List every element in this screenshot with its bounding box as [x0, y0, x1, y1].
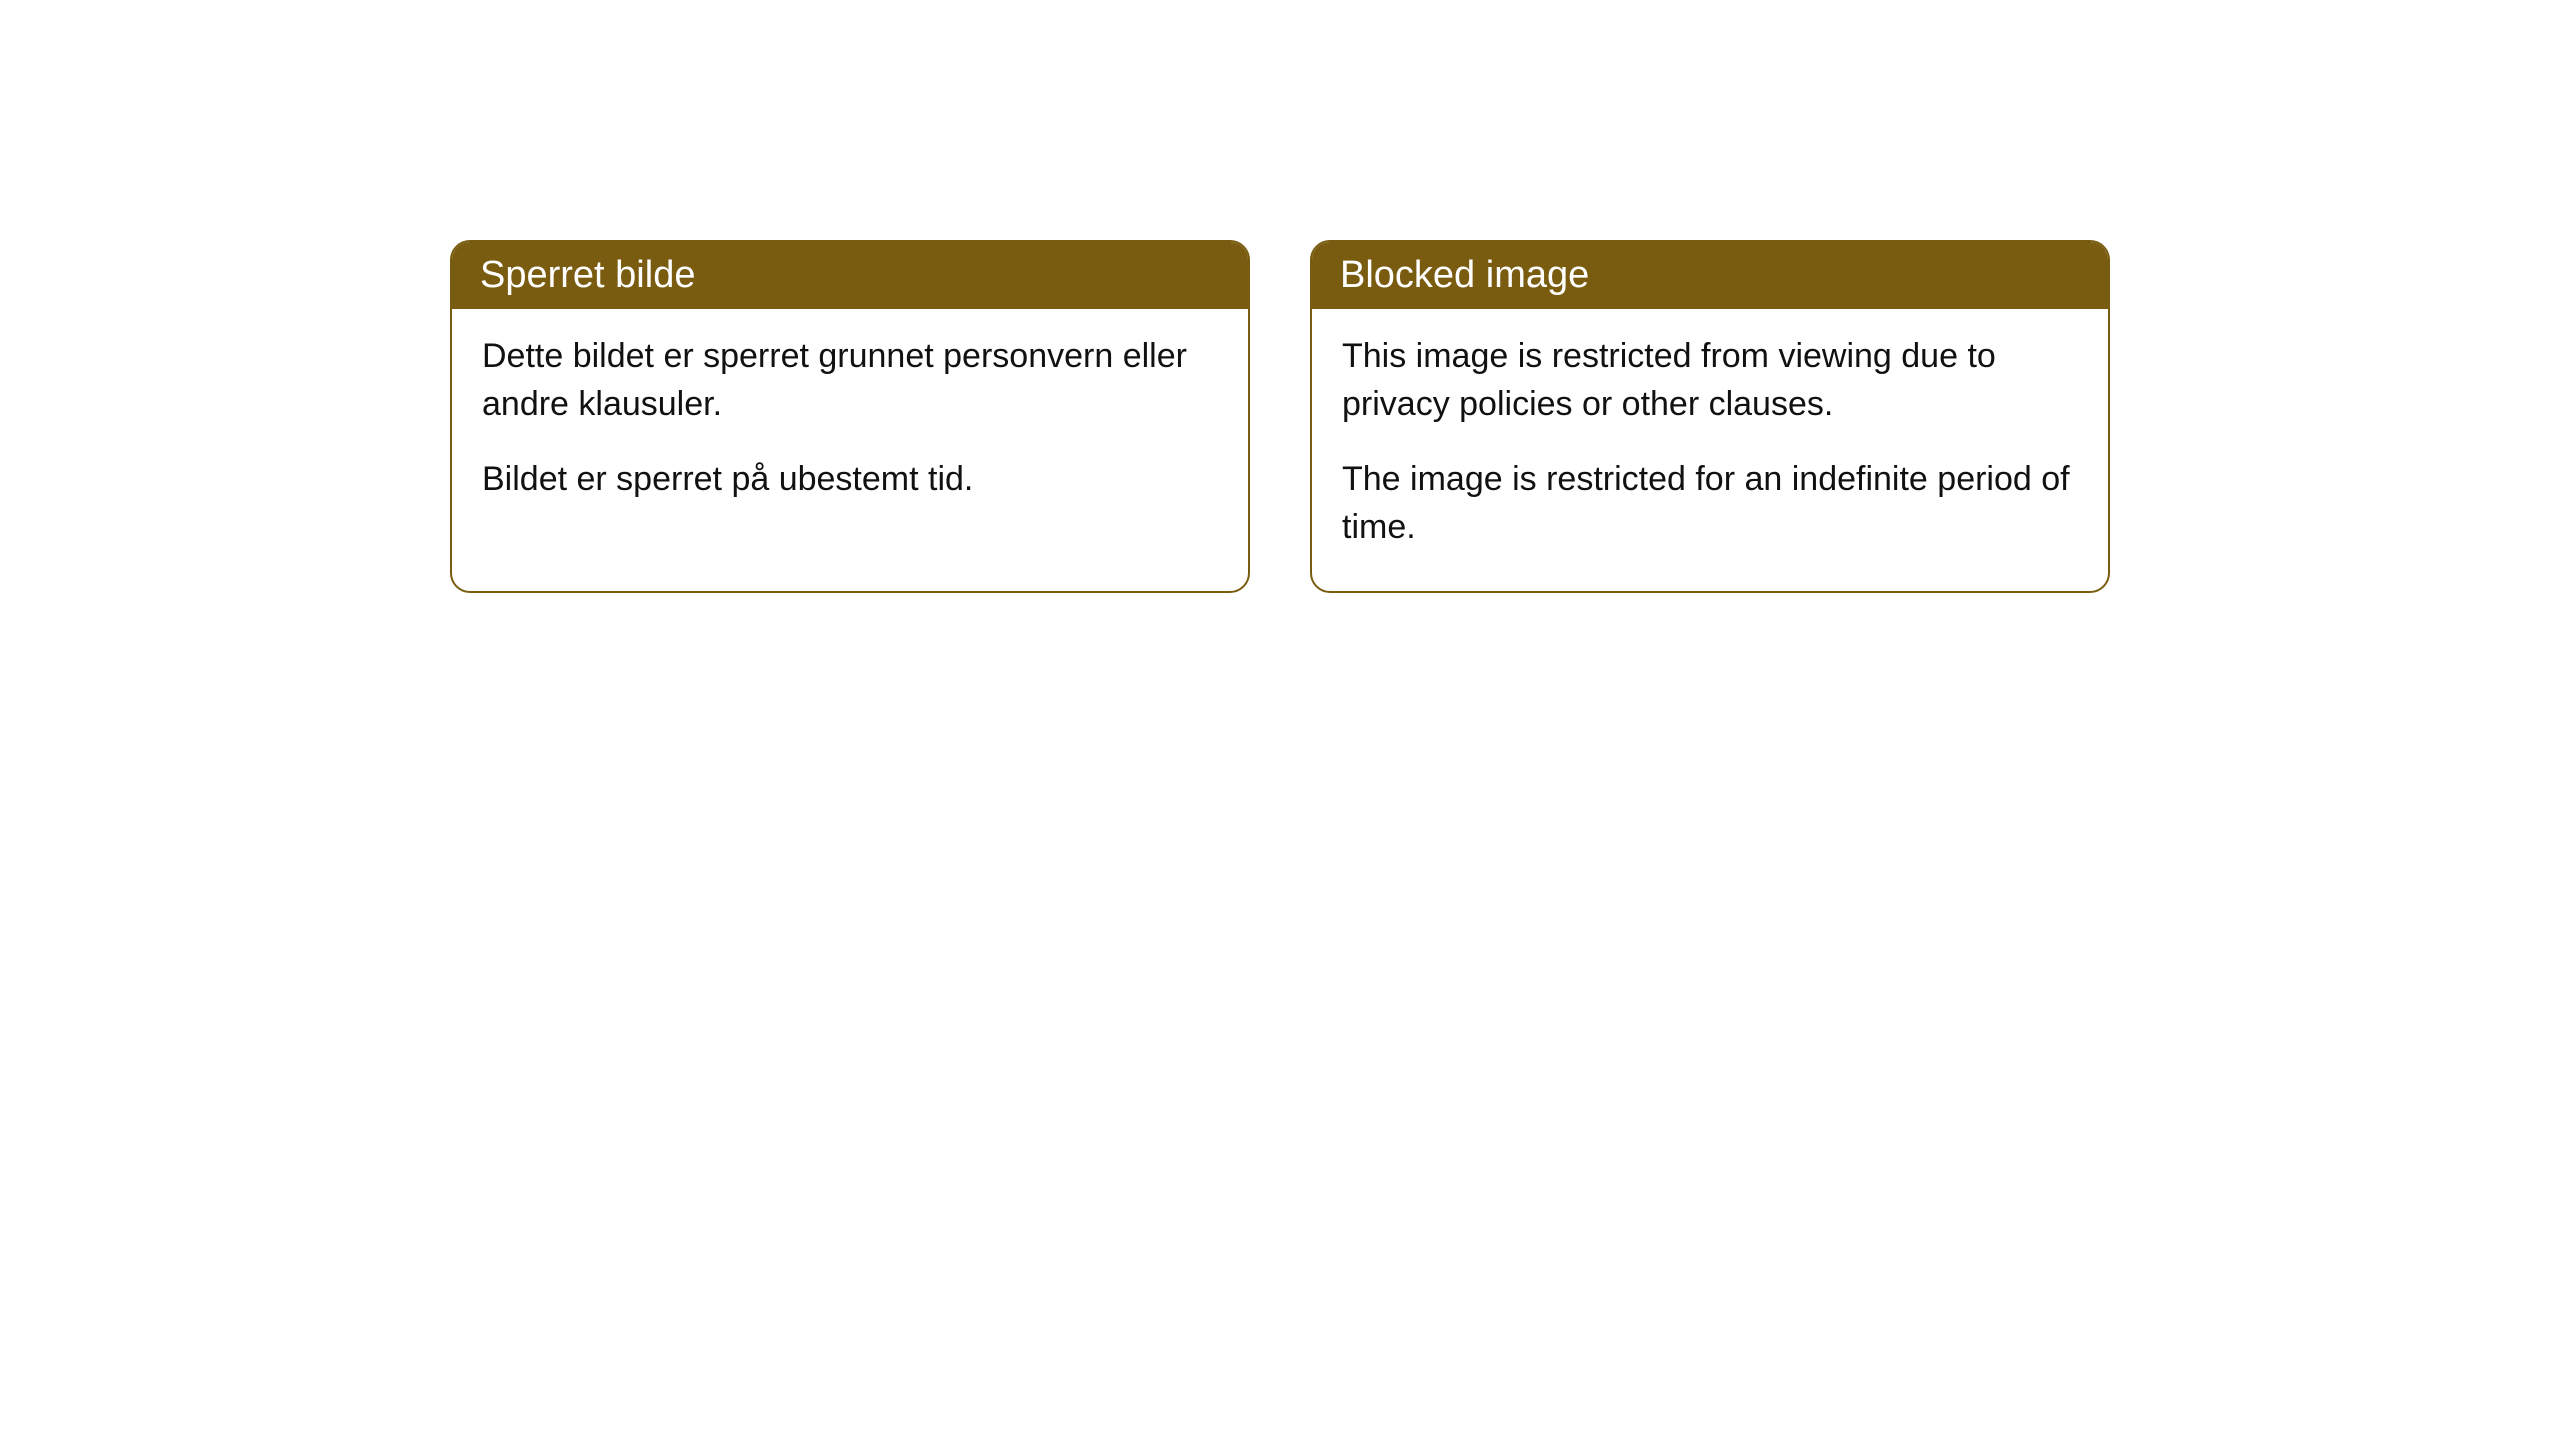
cards-container: Sperret bilde Dette bildet er sperret gr…: [450, 240, 2110, 593]
card-header: Sperret bilde: [452, 242, 1248, 309]
notice-card-norwegian: Sperret bilde Dette bildet er sperret gr…: [450, 240, 1250, 593]
notice-paragraph: The image is restricted for an indefinit…: [1342, 456, 2078, 551]
notice-paragraph: Dette bildet er sperret grunnet personve…: [482, 333, 1218, 428]
card-header: Blocked image: [1312, 242, 2108, 309]
card-body: This image is restricted from viewing du…: [1312, 309, 2108, 591]
notice-card-english: Blocked image This image is restricted f…: [1310, 240, 2110, 593]
card-body: Dette bildet er sperret grunnet personve…: [452, 309, 1248, 544]
notice-paragraph: Bildet er sperret på ubestemt tid.: [482, 456, 1218, 504]
notice-paragraph: This image is restricted from viewing du…: [1342, 333, 2078, 428]
